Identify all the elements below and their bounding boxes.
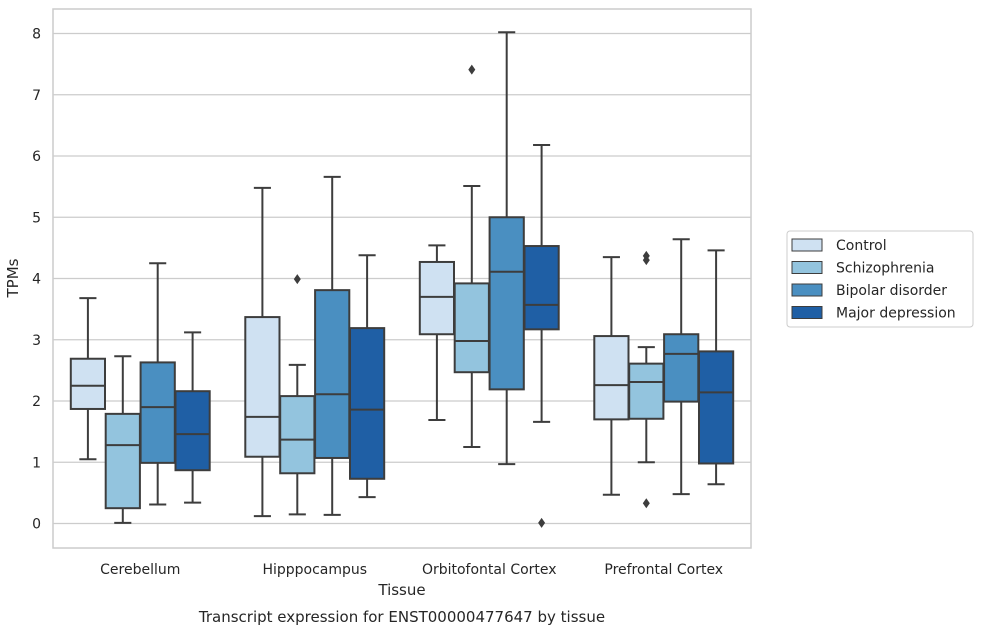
y-tick-label: 2 (32, 394, 41, 410)
y-tick-label: 1 (32, 455, 41, 471)
x-axis: Cerebellum Hipppocampus Orbitofontal Corte… (100, 562, 723, 578)
y-axis-label: TPMs (4, 258, 22, 298)
boxes (69, 31, 735, 528)
box-0-2 (418, 244, 456, 421)
flier-point (642, 250, 650, 261)
box-iqr (628, 362, 665, 420)
box-iqr (593, 335, 630, 421)
legend-label: Major depression (836, 306, 956, 322)
box-iqr (279, 395, 316, 475)
y-tick-label: 6 (32, 149, 41, 165)
box-3-1 (348, 254, 386, 499)
legend-swatch (791, 261, 823, 274)
box-iqr (314, 289, 351, 459)
x-tick-label: Prefrontal Cortex (604, 562, 723, 578)
box-0-1 (244, 186, 281, 518)
box-2-0 (139, 262, 176, 506)
y-axis: 0 1 2 3 4 5 6 7 8 (32, 27, 41, 533)
legend-swatch (791, 306, 823, 319)
y-tick-label: 0 (32, 517, 41, 533)
x-tick-label: Orbitofontal Cortex (422, 562, 557, 578)
box-iqr (69, 357, 107, 410)
flier-point (293, 274, 301, 285)
box-iqr (348, 327, 386, 480)
box-2-1 (314, 175, 351, 516)
y-tick-label: 4 (32, 272, 41, 288)
legend-swatch (791, 283, 823, 297)
box-iqr (174, 390, 211, 472)
flier-point (468, 64, 476, 75)
legend-label: Bipolar disorder (836, 283, 947, 299)
y-tick-label: 3 (32, 333, 41, 349)
box-3-0 (174, 331, 211, 504)
x-tick-label: Cerebellum (100, 562, 180, 578)
legend-swatch (791, 238, 823, 252)
x-tick-label: Hipppocampus (262, 562, 367, 578)
x-axis-label: Tissue (377, 581, 425, 599)
legend-frame (786, 230, 974, 328)
box-0-3 (593, 256, 630, 496)
box-3-3 (697, 249, 735, 486)
box-iqr (139, 361, 176, 464)
box-iqr (488, 216, 525, 391)
y-tick-label: 5 (32, 210, 41, 226)
box-iqr (523, 245, 560, 331)
box-iqr (244, 316, 281, 458)
chart-caption: Transcript expression for ENST0000047764… (198, 608, 605, 626)
box-3-2 (523, 143, 560, 528)
y-tick-label: 8 (32, 27, 41, 43)
box-0-0 (69, 297, 107, 461)
flier-point (642, 498, 650, 509)
legend: Control Schizophrenia Bipolar disorder Majo… (786, 230, 974, 328)
box-iqr (663, 333, 700, 403)
plot-frame (52, 8, 752, 549)
box-iqr (104, 412, 141, 510)
flier-point (538, 517, 546, 528)
legend-label: Control (836, 238, 887, 254)
box-1-2 (453, 64, 490, 448)
y-tick-label: 7 (32, 88, 41, 104)
box-iqr (418, 260, 456, 336)
box-1-1 (279, 274, 316, 516)
box-iqr (453, 282, 490, 374)
box-iqr (697, 350, 735, 465)
legend-label: Schizophrenia (836, 261, 934, 277)
